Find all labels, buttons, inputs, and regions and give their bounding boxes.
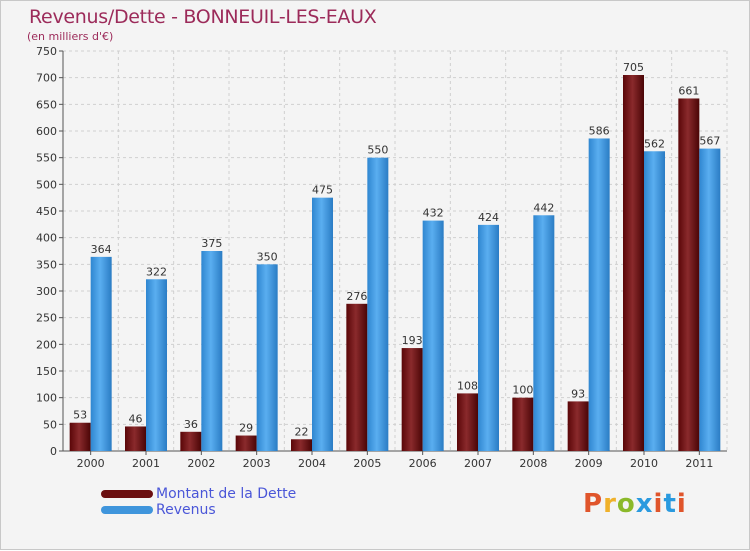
bar-revenue: [312, 197, 333, 451]
bar-revenue: [644, 151, 665, 451]
value-label-debt: 29: [239, 422, 253, 435]
bar-revenue: [367, 157, 389, 451]
y-tick-label: 350: [36, 258, 57, 271]
bars: [69, 75, 721, 451]
x-tick-label: 2001: [132, 457, 160, 470]
x-tick-label: 2006: [409, 457, 437, 470]
y-tick-label: 0: [50, 445, 57, 458]
logo-letter: i: [653, 489, 664, 519]
value-label-debt: 100: [512, 384, 533, 397]
x-tick-label: 2011: [685, 457, 713, 470]
value-label-revenue: 375: [201, 237, 222, 250]
x-tick-label: 2005: [353, 457, 381, 470]
logo-letter: o: [616, 489, 636, 519]
bar-debt: [678, 98, 700, 451]
chart-title: Revenus/Dette - BONNEUIL-LES-EAUX: [29, 6, 377, 28]
bar-revenue: [588, 138, 610, 451]
y-tick-label: 550: [36, 152, 57, 165]
bar-debt: [69, 422, 91, 451]
value-label-revenue: 550: [367, 144, 388, 157]
x-tick-label: 2002: [187, 457, 215, 470]
value-label-debt: 93: [571, 387, 585, 400]
bar-debt: [401, 348, 423, 451]
bar-debt: [512, 397, 534, 451]
x-tick-label: 2009: [575, 457, 603, 470]
bar-revenue: [533, 215, 555, 451]
value-label-debt: 36: [184, 418, 198, 431]
x-tick-label: 2008: [519, 457, 547, 470]
y-tick-label: 200: [36, 338, 57, 351]
logo-letter: x: [635, 489, 654, 519]
value-label-debt: 22: [295, 425, 309, 438]
legend-swatch-revenue: [101, 506, 153, 514]
value-label-revenue: 567: [699, 135, 720, 148]
value-label-debt: 53: [73, 409, 87, 422]
bar-revenue: [478, 224, 499, 451]
value-label-revenue: 350: [257, 250, 278, 263]
y-tick-label: 150: [36, 365, 57, 378]
y-tick-label: 400: [36, 232, 57, 245]
bar-debt: [346, 303, 368, 451]
bar-debt: [457, 393, 478, 451]
logo-letter: i: [676, 489, 687, 519]
y-tick-label: 650: [36, 98, 57, 111]
value-label-debt: 193: [402, 334, 423, 347]
value-labels: 53 364 46 322 36 375 29 350 22 475 276 550 193 432 108…: [73, 61, 720, 438]
legend-label-debt: Montant de la Dette: [156, 486, 297, 502]
legend-label-revenue: Revenus: [156, 502, 216, 518]
value-label-debt: 46: [129, 412, 143, 425]
y-tick-label: 500: [36, 178, 57, 191]
x-tick-label: 2007: [464, 457, 492, 470]
bar-debt: [623, 75, 644, 451]
bar-revenue: [201, 251, 223, 451]
y-tick-label: 600: [36, 125, 57, 138]
value-label-revenue: 424: [478, 211, 499, 224]
bar-revenue: [422, 220, 444, 451]
value-label-debt: 705: [623, 61, 644, 74]
chart-subtitle: (en milliers d'€): [27, 30, 114, 43]
logo-letter: t: [663, 489, 677, 519]
y-tick-label: 700: [36, 72, 57, 85]
value-label-debt: 108: [457, 379, 478, 392]
y-tick-label: 250: [36, 312, 57, 325]
bar-revenue: [146, 279, 167, 451]
x-tick-label: 2010: [630, 457, 658, 470]
bar-revenue: [256, 264, 278, 451]
bar-debt: [180, 431, 202, 451]
bar-debt: [125, 426, 146, 451]
y-tick-label: 50: [43, 418, 57, 431]
legend-swatch-debt: [101, 490, 153, 498]
value-label-revenue: 364: [91, 243, 112, 256]
value-label-revenue: 442: [533, 201, 554, 214]
y-tick-label: 300: [36, 285, 57, 298]
x-tick-label: 2004: [298, 457, 326, 470]
bar-revenue: [699, 148, 721, 451]
bar-debt: [567, 401, 589, 451]
bar-debt: [235, 435, 257, 451]
value-label-revenue: 322: [146, 265, 167, 278]
value-label-revenue: 475: [312, 184, 333, 197]
x-tick-label: 2000: [77, 457, 105, 470]
x-tick-label: 2003: [243, 457, 271, 470]
axes: [59, 50, 727, 455]
value-label-debt: 276: [346, 290, 367, 303]
logo-letter: r: [603, 489, 617, 519]
y-tick-label: 750: [36, 45, 57, 58]
logo-letter: P: [583, 489, 604, 519]
y-tick-label: 100: [36, 392, 57, 405]
x-tick-labels: 2000 2001 2002 2003 2004 2005 2006 2007 2008 2009…: [77, 457, 714, 470]
value-label-revenue: 562: [644, 137, 665, 150]
bar-revenue: [90, 256, 112, 451]
value-label-revenue: 586: [589, 124, 610, 137]
value-label-debt: 661: [678, 84, 699, 97]
y-tick-labels: 0 50 100 150 200 250 300 350 400 450 500 550 600 650 7…: [36, 45, 57, 458]
proxiti-logo: Proxiti: [583, 489, 687, 519]
y-tick-label: 450: [36, 205, 57, 218]
value-label-revenue: 432: [423, 207, 444, 220]
bar-debt: [291, 439, 312, 451]
